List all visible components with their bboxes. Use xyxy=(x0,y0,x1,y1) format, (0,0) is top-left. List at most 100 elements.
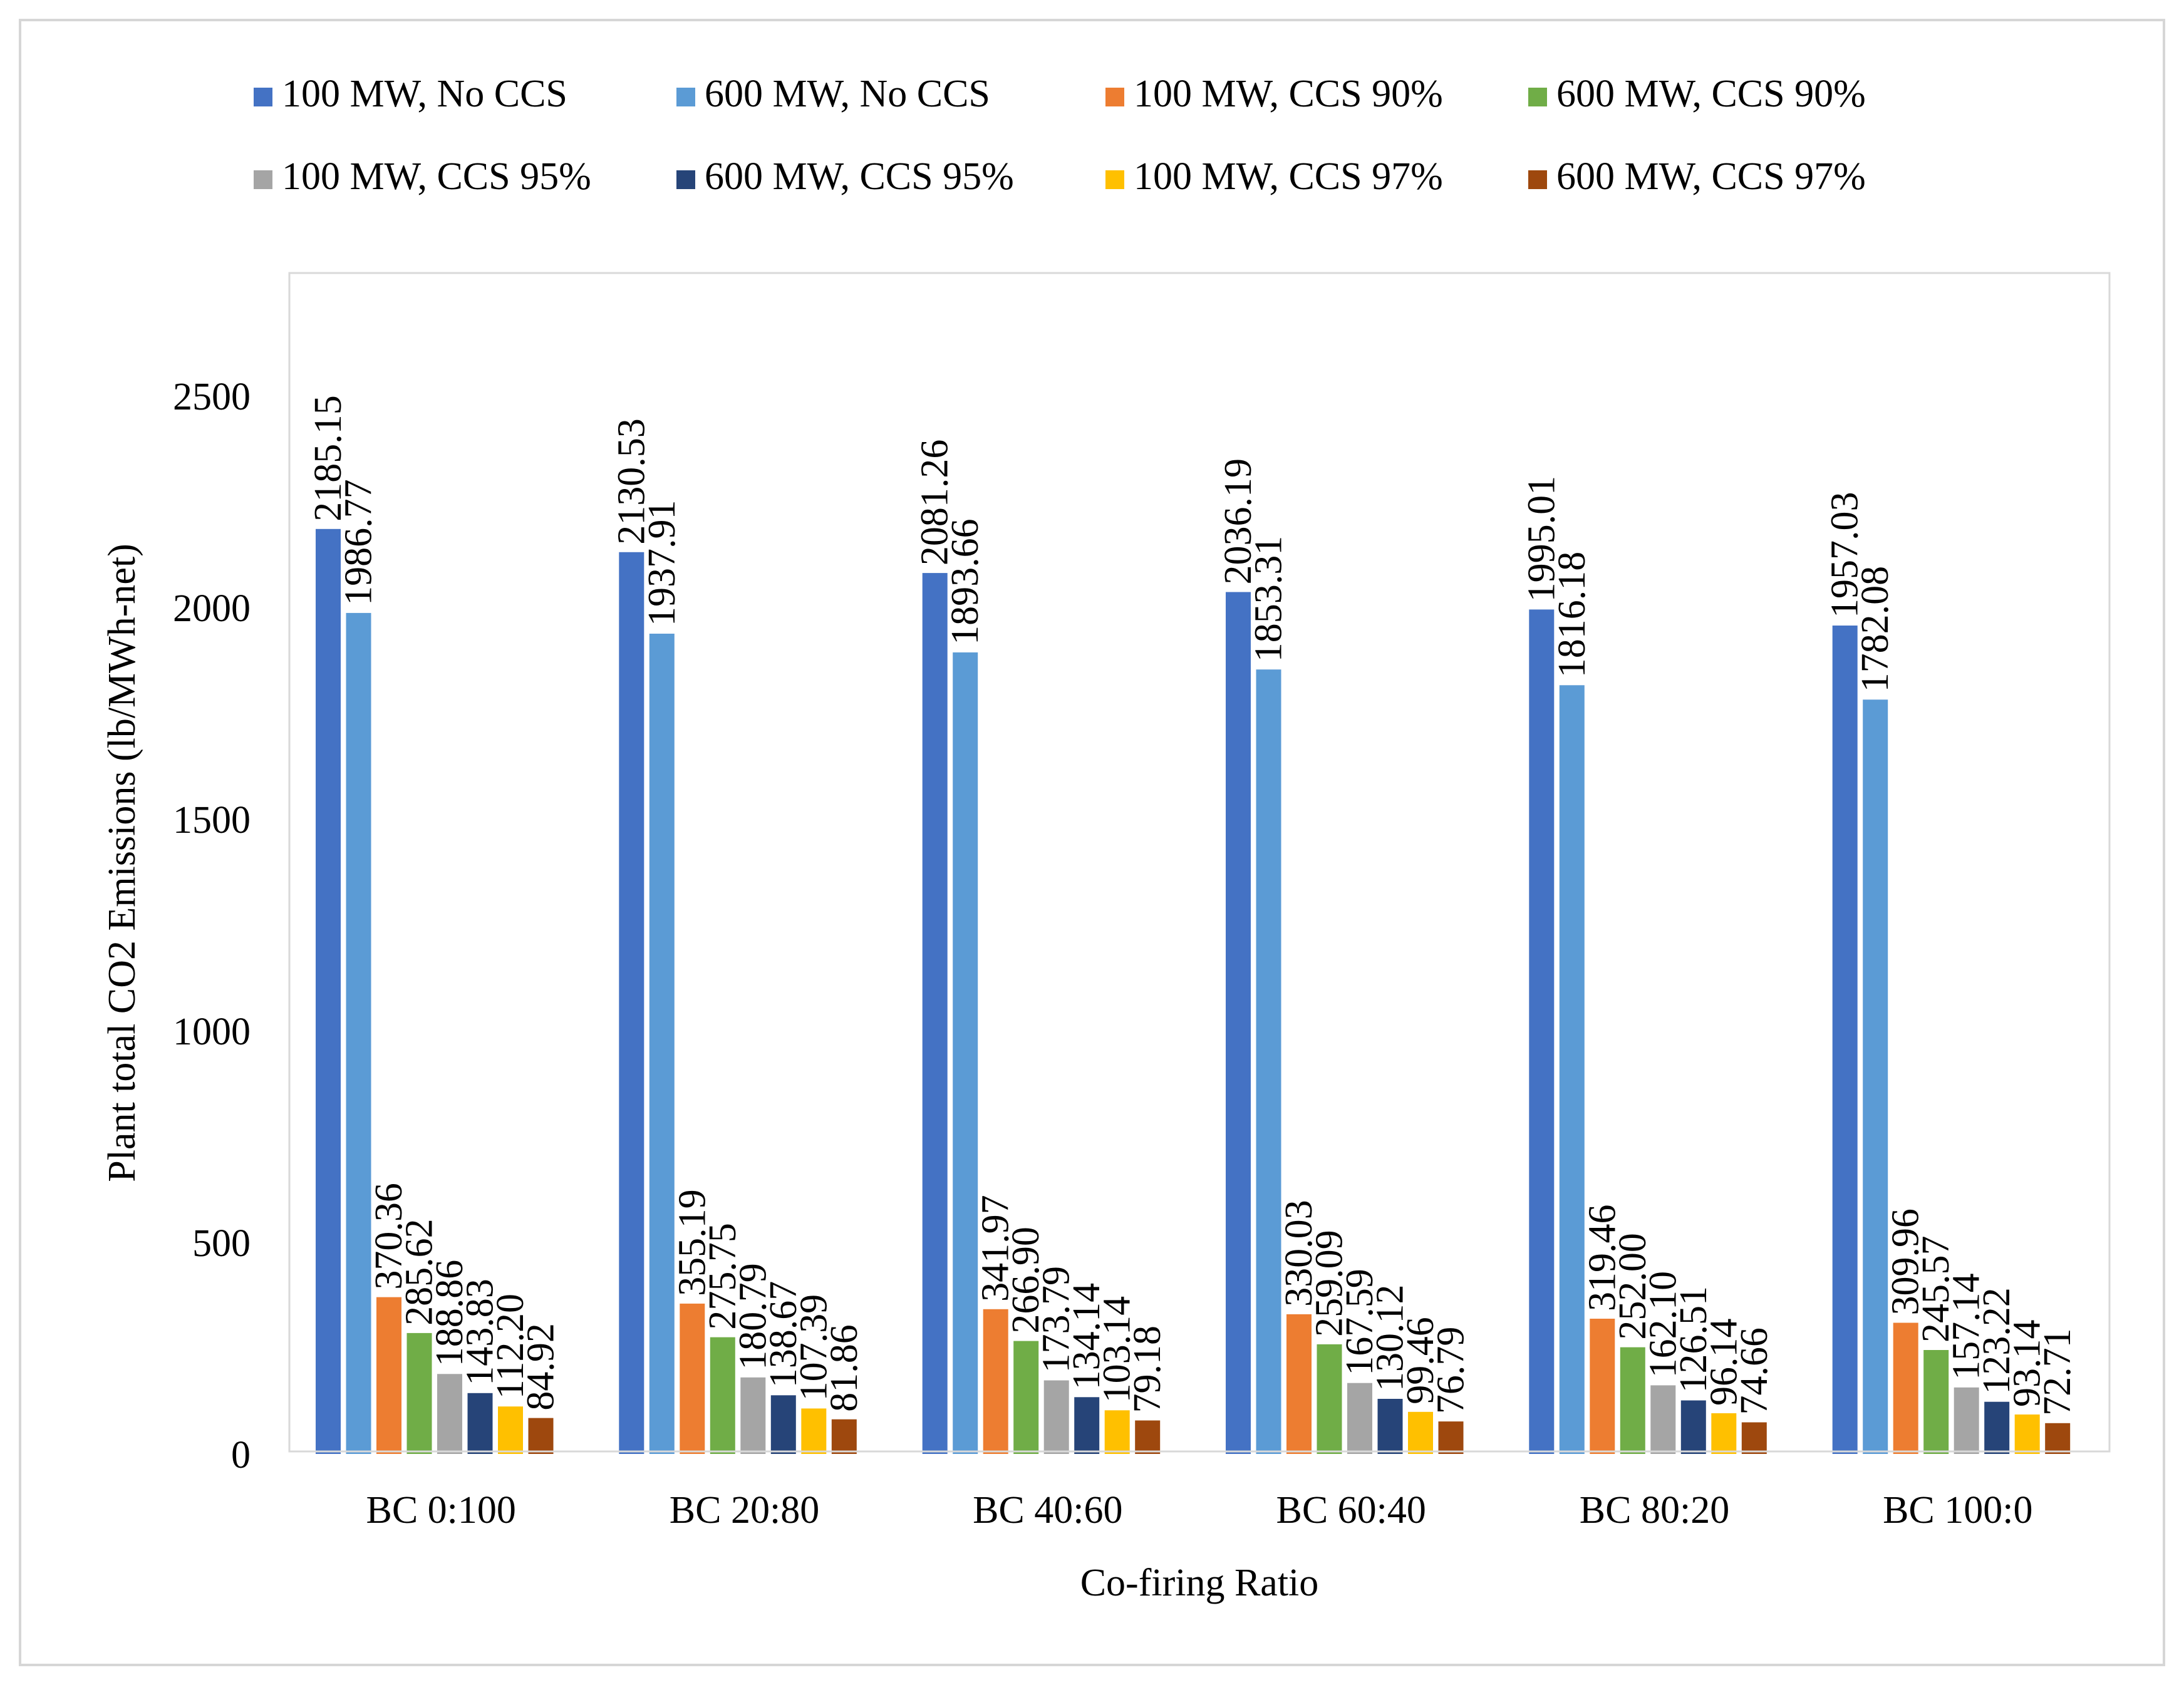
legend-entry: 100 MW, No CCS xyxy=(282,73,567,115)
bar xyxy=(1680,1400,1706,1454)
bar xyxy=(1529,609,1555,1454)
bar xyxy=(1013,1341,1039,1454)
bar-value-label: 123.22 xyxy=(1975,1287,2018,1394)
bar-value-label: 112.20 xyxy=(489,1294,532,1399)
bar xyxy=(649,634,675,1454)
y-tick-label: 1500 xyxy=(173,799,251,842)
y-tick-label: 2000 xyxy=(173,587,251,630)
bar xyxy=(1074,1397,1100,1454)
bar xyxy=(1104,1410,1130,1454)
bar-value-label: 143.83 xyxy=(459,1279,502,1386)
x-tick-label: BC 20:80 xyxy=(670,1489,819,1532)
legend-entry: 100 MW, CCS 90% xyxy=(1134,73,1443,115)
bar-value-label: 96.14 xyxy=(1702,1319,1745,1406)
bar-value-label: 1782.08 xyxy=(1854,566,1897,693)
bar-value-label: 252.00 xyxy=(1612,1233,1654,1340)
bar-value-label: 162.10 xyxy=(1642,1271,1684,1378)
legend-entry: 100 MW, CCS 95% xyxy=(282,155,591,198)
bar xyxy=(437,1374,462,1454)
x-tick-label: BC 0:100 xyxy=(366,1489,515,1532)
bar-value-label: 126.51 xyxy=(1672,1286,1715,1393)
y-tick-label: 2500 xyxy=(173,376,251,418)
x-tick-label: BC 40:60 xyxy=(973,1489,1122,1532)
bar xyxy=(498,1406,523,1454)
bar xyxy=(406,1332,432,1454)
bar-value-label: 2081.26 xyxy=(914,440,956,566)
bar xyxy=(2014,1414,2040,1454)
bar-value-label: 245.57 xyxy=(1915,1236,1957,1343)
x-tick-label: BC 100:0 xyxy=(1883,1489,2032,1532)
bar xyxy=(1408,1411,1433,1454)
bar-value-label: 2185.15 xyxy=(307,395,349,522)
bar-value-label: 130.12 xyxy=(1369,1285,1412,1392)
bar-value-label: 1816.18 xyxy=(1551,552,1593,678)
legend-swatch xyxy=(1528,88,1547,106)
bar xyxy=(2045,1423,2071,1454)
bar xyxy=(1954,1387,1979,1454)
x-axis-title: Co-firing Ratio xyxy=(1080,1562,1319,1604)
bar xyxy=(922,573,948,1454)
bar-value-label: 107.39 xyxy=(792,1294,835,1401)
bar-value-label: 275.75 xyxy=(701,1223,744,1330)
bar xyxy=(1893,1322,1918,1454)
x-tick-label: BC 80:20 xyxy=(1580,1489,1729,1532)
legend-entry: 600 MW, CCS 97% xyxy=(1556,155,1866,198)
bar-value-label: 1893.66 xyxy=(944,518,986,645)
bar-marks xyxy=(316,528,2071,1454)
bar xyxy=(1317,1344,1342,1454)
bar-value-label: 72.71 xyxy=(2036,1328,2079,1416)
y-tick-label: 0 xyxy=(231,1434,251,1476)
bar xyxy=(376,1297,401,1454)
bar-value-label: 285.62 xyxy=(398,1219,441,1326)
bar-value-label: 1853.31 xyxy=(1248,536,1290,662)
chart-legend: 100 MW, No CCS 600 MW, No CCS 100 MW, CCS … xyxy=(254,73,1866,198)
bar xyxy=(346,612,371,1454)
bar xyxy=(1923,1350,1949,1454)
bar-value-label: 79.18 xyxy=(1126,1326,1169,1413)
bar xyxy=(316,528,341,1454)
bar-value-label: 180.79 xyxy=(732,1263,774,1370)
bar xyxy=(1286,1314,1312,1454)
bar xyxy=(619,552,644,1454)
bar xyxy=(467,1393,493,1454)
bar-value-label: 76.79 xyxy=(1430,1327,1472,1414)
bar-value-label: 319.46 xyxy=(1581,1205,1623,1312)
bar xyxy=(801,1408,827,1454)
bar xyxy=(1620,1347,1645,1454)
bar xyxy=(1347,1383,1372,1454)
bar-value-label: 81.86 xyxy=(823,1324,866,1412)
bar xyxy=(983,1309,1008,1454)
bar xyxy=(1559,685,1585,1454)
bar-value-label: 2036.19 xyxy=(1217,458,1260,585)
bar xyxy=(1377,1399,1403,1454)
bar-value-label: 74.66 xyxy=(1733,1327,1776,1415)
legend-swatch xyxy=(1105,170,1124,189)
bar xyxy=(1741,1422,1767,1454)
bar xyxy=(740,1377,766,1454)
bar xyxy=(528,1418,554,1454)
bar-value-label: 157.14 xyxy=(1945,1273,1988,1380)
bar-value-label: 188.86 xyxy=(428,1260,471,1367)
bar-value-label: 1995.01 xyxy=(1520,476,1563,602)
legend-swatch xyxy=(676,170,695,189)
legend-swatch xyxy=(254,170,272,189)
legend-entry: 600 MW, No CCS xyxy=(705,73,990,115)
legend-entry: 100 MW, CCS 97% xyxy=(1134,155,1443,198)
bar-value-label: 1937.91 xyxy=(641,500,683,627)
y-tick-label: 1000 xyxy=(173,1011,251,1053)
bar-value-label: 355.19 xyxy=(671,1189,713,1296)
bar-value-label: 99.46 xyxy=(1399,1317,1442,1404)
bar-value-label: 341.97 xyxy=(975,1195,1017,1302)
bar xyxy=(1650,1385,1676,1454)
legend-swatch xyxy=(1528,170,1547,189)
bar-value-label: 138.67 xyxy=(762,1281,805,1388)
bar xyxy=(1832,626,1858,1454)
legend-entry: 600 MW, CCS 95% xyxy=(705,155,1014,198)
bar-value-label: 309.96 xyxy=(1885,1208,1927,1316)
legend-swatch xyxy=(254,88,272,106)
y-axis-ticks: 0 500 1000 1500 2000 2500 xyxy=(173,376,251,1476)
bar-value-label: 173.79 xyxy=(1035,1266,1078,1373)
bar xyxy=(1984,1401,2010,1454)
